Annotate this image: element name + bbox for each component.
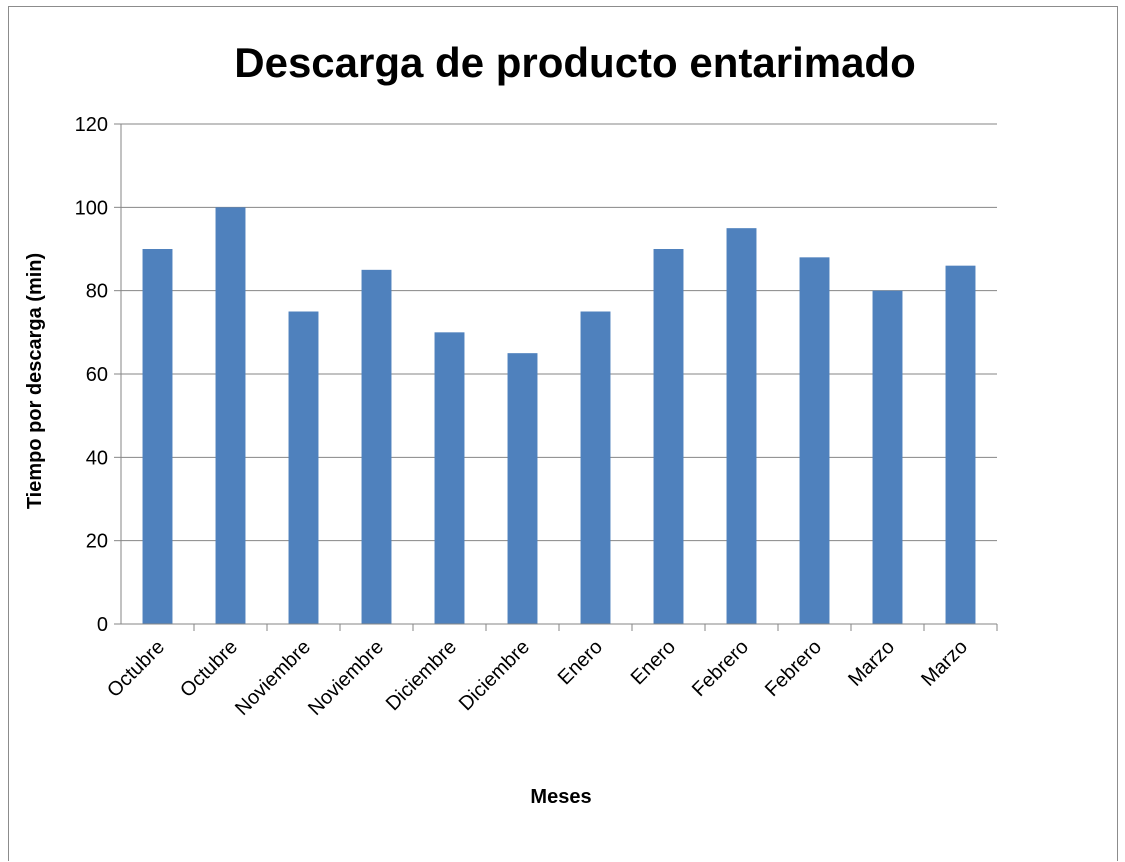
bar-5: [507, 353, 538, 624]
y-tick-label: 100: [75, 197, 108, 219]
axes: [114, 124, 997, 625]
bar-1: [215, 207, 246, 625]
x-tick-label: Enero: [627, 636, 680, 689]
x-tick-label: Febrero: [761, 636, 826, 701]
y-tick-label: 40: [86, 447, 108, 469]
y-tick-label: 60: [86, 364, 108, 386]
y-tick-label: 20: [86, 531, 108, 553]
bar-4: [434, 332, 465, 624]
chart-title: Descarga de producto entarimado: [234, 39, 916, 86]
y-tick-labels: 0 20 40 60 80 100 120: [75, 114, 108, 636]
bar-0: [142, 249, 173, 624]
x-tick-label: Octubre: [176, 636, 242, 702]
x-tick-labels: Octubre OctubreNoviembreNoviembreDiciembr…: [103, 636, 972, 720]
x-tick-label: Marzo: [917, 636, 972, 691]
bar-chart: Descarga de producto entarimado 0 20 40 60 8…: [24, 39, 998, 808]
bar-3: [361, 269, 392, 624]
x-tick-label: Noviembre: [231, 636, 315, 720]
y-tick-label: 0: [97, 614, 108, 636]
bar-6: [580, 311, 611, 624]
bar-9: [799, 257, 830, 624]
y-tick-label: 80: [86, 281, 108, 303]
y-axis-title: Tiempo por descarga (min): [24, 253, 46, 509]
bar-10: [872, 290, 903, 624]
bar-7: [653, 249, 684, 624]
bar-11: [945, 265, 976, 624]
x-tick-label: Octubre: [103, 636, 169, 702]
bars: [142, 207, 976, 625]
x-tick-label: Enero: [554, 636, 607, 689]
x-tick-label: Diciembre: [455, 636, 534, 715]
y-tick-label: 120: [75, 114, 108, 136]
bar-2: [288, 311, 319, 624]
x-tick-label: Diciembre: [382, 636, 461, 715]
x-tick-label: Febrero: [688, 636, 753, 701]
x-axis-title: Meses: [530, 786, 591, 808]
chart-frame: Descarga de producto entarimado 0 20 40 60 8…: [8, 6, 1118, 861]
bar-8: [726, 228, 757, 624]
x-tick-label: Noviembre: [304, 636, 388, 720]
gridlines: [114, 123, 998, 631]
x-tick-label: Marzo: [844, 636, 899, 691]
